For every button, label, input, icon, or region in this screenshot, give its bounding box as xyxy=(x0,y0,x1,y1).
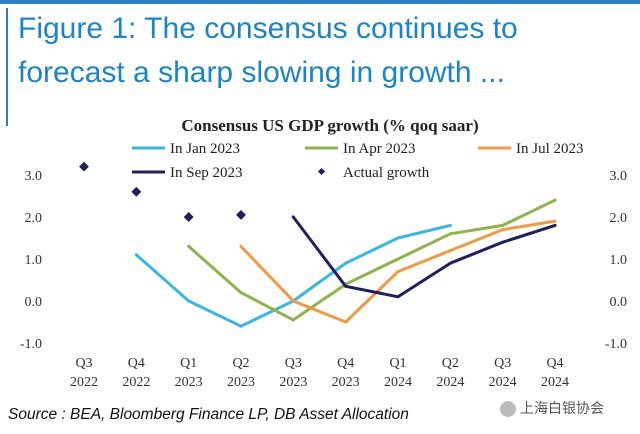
series-2-point-9 xyxy=(501,223,505,227)
series-3-point-5 xyxy=(291,299,295,303)
series-3-point-9 xyxy=(501,228,505,232)
series-1-point-2 xyxy=(134,253,138,257)
series-4-point-8 xyxy=(448,261,452,265)
series-2-point-4 xyxy=(239,291,243,295)
y-tick-right-5: 3.0 xyxy=(610,169,628,184)
y-tick-left-2: 0.0 xyxy=(25,295,43,310)
x-tick-year-8: 2024 xyxy=(436,375,464,390)
y-tick-right-1: -1.0 xyxy=(605,337,627,352)
chart-title: Consensus US GDP growth (% qoq saar) xyxy=(181,116,478,135)
series-3-point-7 xyxy=(396,270,400,274)
series-1-point-4 xyxy=(239,324,243,328)
series-line-1 xyxy=(134,223,452,328)
legend-label-4: In Sep 2023 xyxy=(170,165,243,181)
x-tick-quarter-1: Q3 xyxy=(75,356,92,371)
legend-label-2: In Apr 2023 xyxy=(343,141,416,157)
series-4-point-6 xyxy=(344,284,348,288)
actual-growth-marker-3 xyxy=(183,212,194,222)
source-note: Source : BEA, Bloomberg Finance LP, DB A… xyxy=(8,406,409,423)
series-2-point-7 xyxy=(396,257,400,261)
y-tick-right-2: 0.0 xyxy=(610,295,628,310)
y-tick-left-4: 2.0 xyxy=(25,211,43,226)
x-tick-quarter-6: Q4 xyxy=(337,356,354,371)
x-tick-year-10: 2024 xyxy=(541,375,569,390)
top-rule xyxy=(0,0,640,4)
x-tick-year-1: 2022 xyxy=(70,375,98,390)
watermark-text: 上海白银协会 xyxy=(520,400,604,416)
x-tick-quarter-10: Q4 xyxy=(546,356,563,371)
x-tick-quarter-8: Q2 xyxy=(442,356,459,371)
series-line-2 xyxy=(187,198,557,322)
x-tick-year-2: 2022 xyxy=(122,375,150,390)
headline-line-2: forecast a sharp slowing in growth ... xyxy=(18,56,505,89)
series-2-point-3 xyxy=(187,244,191,248)
series-3-point-10 xyxy=(553,219,557,223)
legend-label-1: In Jan 2023 xyxy=(170,141,240,157)
y-tick-left-5: 3.0 xyxy=(25,169,43,184)
actual-growth-marker-1 xyxy=(79,161,89,172)
side-rule xyxy=(6,8,8,126)
x-tick-year-6: 2023 xyxy=(332,375,360,390)
x-tick-year-5: 2023 xyxy=(279,375,307,390)
actual-growth-marker-4 xyxy=(236,209,246,220)
series-2-point-8 xyxy=(448,232,452,236)
x-tick-quarter-9: Q3 xyxy=(494,356,511,371)
x-tick-quarter-2: Q4 xyxy=(128,356,145,371)
series-1-point-6 xyxy=(344,261,348,265)
actual-growth-marker-2 xyxy=(131,186,142,197)
y-tick-left-1: -1.0 xyxy=(20,337,42,352)
legend-label-5: Actual growth xyxy=(343,165,430,181)
y-tick-right-3: 1.0 xyxy=(610,253,628,268)
series-2-point-5 xyxy=(291,318,295,322)
series-4-point-5 xyxy=(291,215,295,219)
series-2-point-10 xyxy=(553,198,557,202)
x-tick-quarter-3: Q1 xyxy=(180,356,197,371)
series-4-point-9 xyxy=(501,240,505,244)
y-tick-left-3: 1.0 xyxy=(25,253,43,268)
x-tick-quarter-4: Q2 xyxy=(232,356,249,371)
watermark: 上海白银协会 xyxy=(500,398,604,418)
series-line-4 xyxy=(291,215,557,299)
series-4-point-10 xyxy=(553,223,557,227)
series-3-point-4 xyxy=(239,244,243,248)
series-1-point-7 xyxy=(396,236,400,240)
series-3-point-8 xyxy=(448,249,452,253)
watermark-logo-icon xyxy=(500,401,516,418)
x-tick-year-9: 2024 xyxy=(489,375,517,390)
series-1-point-3 xyxy=(187,299,191,303)
series-1-point-8 xyxy=(448,223,452,227)
legend-label-3: In Jul 2023 xyxy=(516,141,584,157)
x-tick-quarter-5: Q3 xyxy=(285,356,302,371)
legend-marker-5 xyxy=(317,167,326,176)
x-tick-year-3: 2023 xyxy=(175,375,203,390)
headline-line-1: Figure 1: The consensus continues to xyxy=(18,12,518,45)
series-4-point-7 xyxy=(396,295,400,299)
x-tick-year-4: 2023 xyxy=(227,375,255,390)
x-tick-year-7: 2024 xyxy=(384,375,412,390)
series-3-point-6 xyxy=(344,320,348,324)
x-tick-quarter-7: Q1 xyxy=(389,356,406,371)
y-tick-right-4: 2.0 xyxy=(610,211,628,226)
